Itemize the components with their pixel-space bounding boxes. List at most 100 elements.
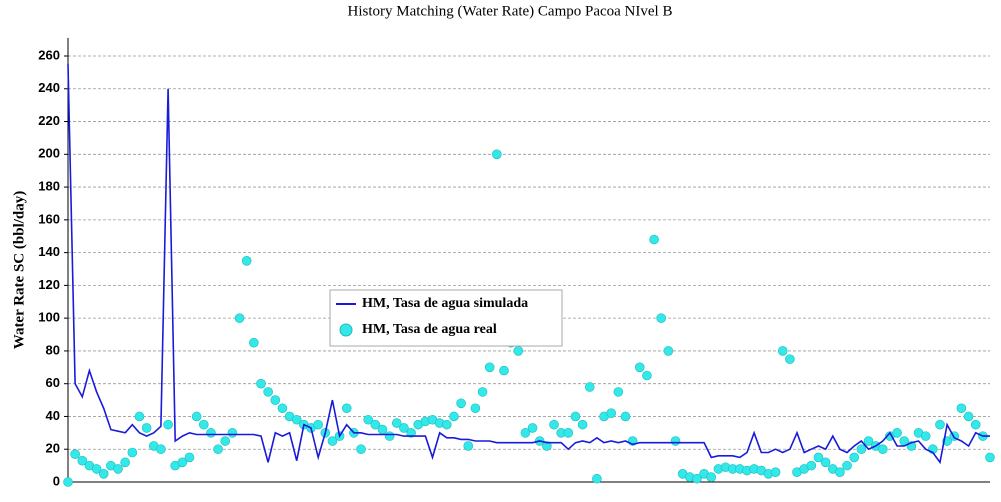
- y-axis-label: Water Rate SC (bbl/day): [11, 191, 27, 349]
- marker: [649, 234, 659, 245]
- marker: [356, 444, 366, 455]
- y-tick-label: 120: [38, 277, 60, 292]
- marker: [399, 423, 409, 433]
- marker: [406, 428, 416, 438]
- marker: [141, 423, 152, 433]
- marker: [670, 436, 681, 446]
- y-tick-label: 200: [38, 146, 60, 161]
- marker: [642, 370, 652, 381]
- marker: [963, 411, 974, 422]
- y-tick-label: 80: [46, 342, 60, 357]
- y-tick-label: 60: [46, 375, 60, 390]
- marker: [234, 313, 245, 323]
- y-tick-label: 260: [38, 47, 60, 62]
- chart-title: History Matching (Water Rate) Campo Paco…: [348, 3, 673, 19]
- marker: [620, 411, 631, 422]
- marker: [484, 362, 495, 373]
- y-tick-label: 20: [46, 441, 60, 456]
- marker: [127, 447, 138, 458]
- marker: [584, 382, 595, 392]
- marker: [370, 419, 381, 430]
- marker: [577, 419, 588, 430]
- marker: [777, 346, 788, 356]
- marker: [249, 337, 259, 348]
- marker: [470, 403, 481, 414]
- marker: [341, 403, 352, 414]
- legend-swatch: [339, 323, 353, 337]
- y-tick-label: 160: [38, 211, 60, 226]
- marker: [592, 473, 602, 484]
- legend: HM, Tasa de agua simulada HM, Tasa de agu…: [329, 289, 563, 347]
- marker: [98, 469, 109, 479]
- marker: [277, 403, 288, 414]
- marker: [120, 457, 130, 468]
- marker: [198, 419, 209, 430]
- marker: [163, 419, 173, 430]
- y-tick-label: 0: [53, 473, 60, 488]
- y-tick-label: 220: [38, 113, 60, 128]
- legend-label: HM, Tasa de agua simulada: [362, 296, 528, 311]
- marker: [663, 346, 674, 356]
- legend-box: [329, 289, 563, 347]
- marker: [542, 441, 552, 451]
- marker: [570, 411, 581, 422]
- marker: [935, 419, 945, 430]
- marker: [77, 455, 88, 466]
- legend-label: HM, Tasa de agua real: [362, 322, 497, 337]
- marker: [449, 411, 459, 422]
- marker: [863, 436, 874, 446]
- marker: [263, 387, 273, 397]
- marker: [806, 460, 817, 471]
- marker: [606, 408, 616, 418]
- marker: [956, 403, 967, 414]
- marker: [391, 418, 402, 428]
- y-tick-label: 40: [46, 408, 60, 423]
- marker: [842, 460, 852, 471]
- marker: [377, 424, 388, 435]
- y-tick-label: 240: [38, 80, 60, 95]
- marker: [835, 467, 845, 477]
- y-tick-label: 180: [38, 179, 60, 194]
- marker: [920, 431, 931, 441]
- marker: [513, 346, 524, 356]
- marker: [156, 444, 166, 455]
- marker: [499, 365, 509, 376]
- marker: [692, 473, 702, 484]
- marker: [227, 428, 238, 438]
- marker: [656, 313, 667, 323]
- marker: [456, 398, 466, 409]
- marker: [492, 149, 502, 160]
- marker: [892, 428, 902, 438]
- marker: [613, 387, 624, 397]
- marker: [313, 419, 323, 430]
- marker: [91, 464, 102, 474]
- marker: [563, 428, 574, 438]
- marker: [70, 449, 80, 459]
- marker: [241, 256, 252, 266]
- marker: [442, 419, 452, 430]
- y-tick-label: 140: [38, 244, 60, 259]
- marker: [549, 419, 559, 430]
- marker: [206, 428, 216, 438]
- marker: [527, 423, 538, 433]
- marker: [327, 436, 338, 446]
- marker: [256, 378, 266, 389]
- marker: [191, 411, 202, 422]
- marker: [520, 428, 531, 438]
- marker: [220, 436, 231, 446]
- marker: [134, 411, 145, 422]
- marker: [877, 444, 888, 455]
- marker: [634, 362, 645, 373]
- marker: [820, 457, 831, 468]
- marker: [270, 395, 281, 405]
- marker: [770, 467, 781, 477]
- marker: [363, 414, 373, 425]
- marker: [785, 354, 795, 364]
- marker: [213, 444, 223, 455]
- marker: [985, 452, 995, 463]
- marker: [463, 441, 474, 451]
- marker: [813, 452, 824, 463]
- marker: [706, 472, 717, 482]
